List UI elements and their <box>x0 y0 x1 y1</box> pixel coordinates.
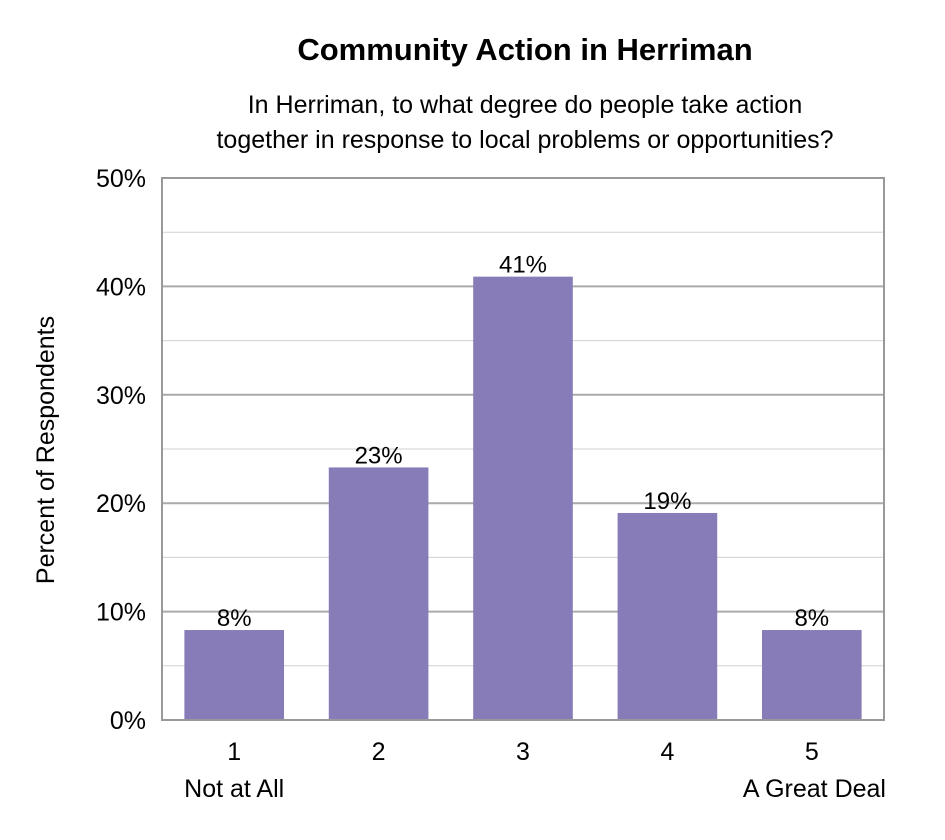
x-tick-5: 5 <box>805 738 819 766</box>
data-label-5: 8% <box>794 605 829 632</box>
data-label-3: 41% <box>499 252 547 279</box>
bar-4 <box>617 512 718 720</box>
y-tick-40: 40% <box>96 273 146 301</box>
data-label-2: 23% <box>355 442 403 469</box>
y-tick-30: 30% <box>96 382 146 410</box>
data-label-1: 8% <box>217 605 252 632</box>
data-label-4: 19% <box>643 488 691 515</box>
chart-subtitle-line-2: together in response to local problems o… <box>216 126 833 154</box>
x-tick-3: 3 <box>516 738 530 766</box>
x-tick-2: 2 <box>372 738 386 766</box>
y-tick-20: 20% <box>96 490 146 518</box>
y-tick-labels: 0% 10% 20% 30% 40% 50% <box>96 165 146 735</box>
chart-title: Community Action in Herriman <box>297 32 752 67</box>
x-tick-labels: 1 2 3 4 5 Not at All A Great Deal <box>184 738 886 803</box>
y-tick-50: 50% <box>96 165 146 193</box>
bars <box>184 276 862 720</box>
bar-1 <box>184 630 285 720</box>
chart-subtitle-line-1: In Herriman, to what degree do people ta… <box>248 91 803 119</box>
y-tick-0: 0% <box>110 707 146 735</box>
x-sublabel-1: Not at All <box>184 775 284 803</box>
plot-area-border <box>161 177 885 721</box>
bar-5 <box>761 630 862 720</box>
y-tick-10: 10% <box>96 599 146 627</box>
x-tick-1: 1 <box>227 738 241 766</box>
y-axis-label: Percent of Respondents <box>32 316 60 584</box>
data-labels: 8% 23% 41% 19% 8% <box>217 252 829 632</box>
x-sublabel-5: A Great Deal <box>743 775 886 803</box>
bar-3 <box>473 276 573 720</box>
bar-2 <box>328 467 429 720</box>
x-tick-4: 4 <box>660 738 674 766</box>
